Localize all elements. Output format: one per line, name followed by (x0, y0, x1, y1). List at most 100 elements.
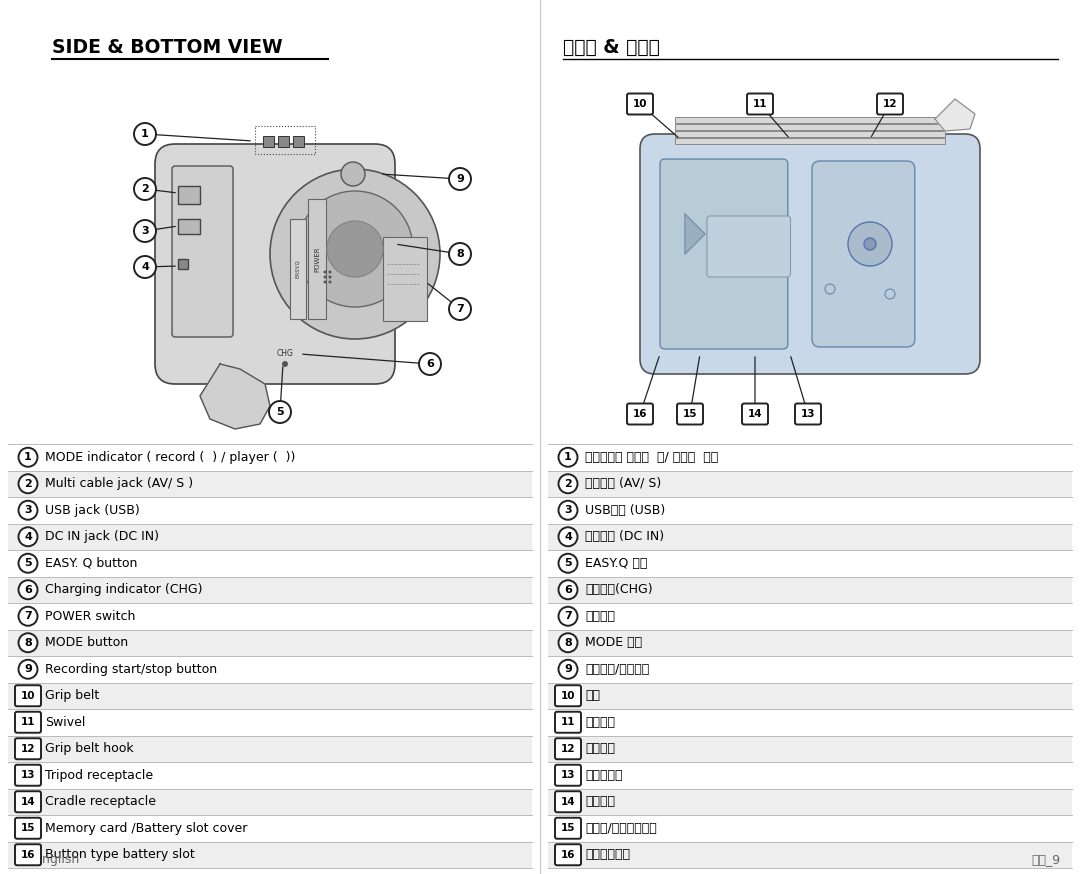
Circle shape (324, 275, 326, 279)
Text: 手带挂钔: 手带挂钔 (585, 742, 615, 755)
Text: 12: 12 (21, 744, 36, 753)
Text: Charging indicator (CHG): Charging indicator (CHG) (45, 583, 203, 596)
FancyBboxPatch shape (555, 844, 581, 865)
Text: 12: 12 (561, 744, 576, 753)
Text: 10: 10 (21, 690, 36, 701)
Text: 3: 3 (564, 505, 571, 516)
Circle shape (18, 447, 38, 467)
Polygon shape (200, 364, 270, 429)
FancyBboxPatch shape (675, 124, 945, 130)
FancyBboxPatch shape (172, 166, 233, 337)
Text: Recording start/stop button: Recording start/stop button (45, 662, 217, 676)
Circle shape (558, 527, 578, 546)
Circle shape (558, 447, 578, 467)
Bar (548, 603, 1072, 629)
Text: 电缆接口 (AV/ S): 电缆接口 (AV/ S) (585, 477, 661, 490)
Text: 10: 10 (633, 99, 647, 109)
Circle shape (328, 275, 332, 279)
FancyBboxPatch shape (660, 159, 787, 349)
Text: 电源接口 (DC IN): 电源接口 (DC IN) (585, 531, 664, 544)
FancyBboxPatch shape (707, 216, 791, 277)
Text: 15: 15 (683, 409, 698, 419)
Circle shape (134, 123, 156, 145)
FancyBboxPatch shape (383, 237, 427, 321)
Text: 2: 2 (141, 184, 149, 194)
Text: 7: 7 (456, 304, 464, 314)
Bar (548, 470, 1072, 497)
Text: 13: 13 (21, 770, 36, 780)
Bar (548, 629, 1072, 656)
Circle shape (328, 281, 332, 283)
Text: 14: 14 (561, 797, 576, 807)
Bar (548, 709, 1072, 736)
Bar (8, 842, 532, 868)
Circle shape (848, 222, 892, 266)
FancyBboxPatch shape (293, 135, 303, 147)
Text: Grip belt hook: Grip belt hook (45, 742, 134, 755)
Bar (8, 656, 532, 683)
Bar (548, 762, 1072, 788)
Bar (8, 444, 532, 470)
FancyBboxPatch shape (262, 135, 273, 147)
Circle shape (18, 527, 38, 546)
Text: 支架插座: 支架插座 (585, 795, 615, 808)
Text: 5: 5 (24, 558, 31, 568)
Text: 11: 11 (753, 99, 767, 109)
Text: 4: 4 (24, 531, 32, 542)
FancyBboxPatch shape (555, 739, 581, 760)
Bar (8, 550, 532, 577)
Text: 10: 10 (561, 690, 576, 701)
FancyBboxPatch shape (747, 94, 773, 114)
Text: MODE button: MODE button (45, 636, 129, 649)
FancyBboxPatch shape (812, 161, 915, 347)
Circle shape (558, 475, 578, 493)
FancyBboxPatch shape (178, 186, 200, 204)
FancyBboxPatch shape (15, 685, 41, 706)
Polygon shape (935, 99, 975, 131)
Text: 6: 6 (24, 585, 32, 594)
Text: 2: 2 (24, 479, 32, 489)
Circle shape (134, 256, 156, 278)
Bar (548, 497, 1072, 524)
Text: 11: 11 (561, 718, 576, 727)
Text: POWER: POWER (314, 246, 320, 272)
Text: 旋转接头: 旋转接头 (585, 716, 615, 729)
FancyBboxPatch shape (15, 711, 41, 732)
Circle shape (18, 607, 38, 626)
FancyBboxPatch shape (640, 134, 980, 374)
Text: USB jack (USB): USB jack (USB) (45, 503, 139, 517)
FancyBboxPatch shape (15, 765, 41, 786)
Text: 1: 1 (564, 452, 572, 462)
Circle shape (885, 289, 895, 299)
Text: DC IN jack (DC IN): DC IN jack (DC IN) (45, 531, 159, 544)
Circle shape (558, 607, 578, 626)
FancyBboxPatch shape (627, 404, 653, 425)
FancyBboxPatch shape (15, 739, 41, 760)
Text: 3: 3 (141, 226, 149, 236)
Circle shape (558, 634, 578, 652)
Text: 侧视图 & 底视图: 侧视图 & 底视图 (563, 38, 660, 57)
Text: MODE 按鈕: MODE 按鈕 (585, 636, 643, 649)
Text: EASY. Q button: EASY. Q button (45, 557, 137, 570)
Text: 15: 15 (21, 823, 36, 833)
Text: 6: 6 (564, 585, 572, 594)
Bar (548, 683, 1072, 709)
Polygon shape (685, 214, 705, 254)
Bar (8, 577, 532, 603)
Bar (8, 629, 532, 656)
Text: 15: 15 (561, 823, 576, 833)
Circle shape (558, 660, 578, 679)
Text: Memory card /Battery slot cover: Memory card /Battery slot cover (45, 822, 247, 835)
Circle shape (134, 178, 156, 200)
Circle shape (18, 475, 38, 493)
Circle shape (558, 554, 578, 572)
FancyBboxPatch shape (675, 138, 945, 144)
Text: 电源开关: 电源开关 (585, 610, 615, 623)
Circle shape (269, 401, 291, 423)
Circle shape (327, 221, 383, 277)
Text: POWER switch: POWER switch (45, 610, 135, 623)
Text: 13: 13 (561, 770, 576, 780)
Text: 5: 5 (564, 558, 571, 568)
Bar (8, 709, 532, 736)
Text: 3: 3 (24, 505, 31, 516)
